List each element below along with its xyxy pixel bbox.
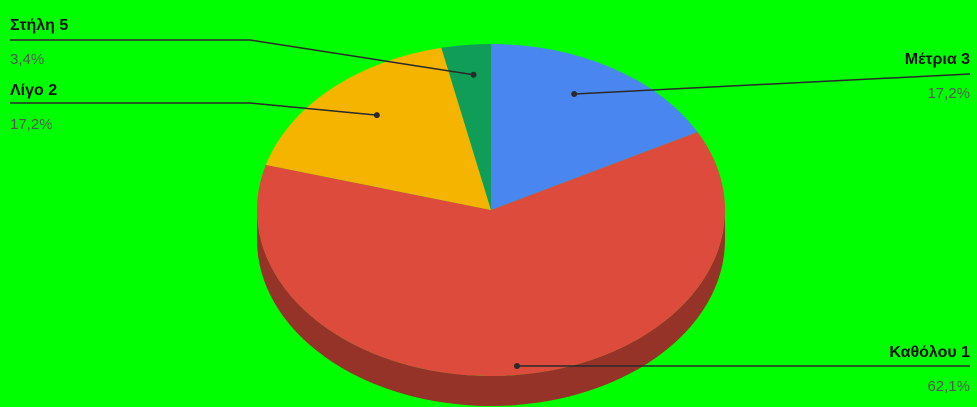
leader-dot-λίγο-2 [373, 112, 380, 119]
slice-percent-στήλη-5: 3,4% [10, 51, 44, 68]
pie-slice-στήλη-5 [441, 44, 491, 210]
pie-slice-λίγο-2 [265, 47, 491, 210]
slice-label-στήλη-5: Στήλη 5 [10, 17, 68, 34]
slice-percent-λίγο-2: 17,2% [10, 116, 53, 133]
slice-percent-καθόλου-1: 62,1% [927, 378, 970, 395]
slice-label-μέτρια-3: Μέτρια 3 [905, 51, 970, 68]
leader-line-λίγο-2 [10, 102, 377, 116]
slice-percent-μέτρια-3: 17,2% [927, 85, 970, 102]
pie-3d-side [257, 210, 725, 406]
pie-slices [257, 44, 725, 376]
leader-dot-καθόλου-1 [514, 363, 520, 369]
leader-line-στήλη-5 [10, 39, 474, 76]
pie-slice-καθόλου-1 [257, 132, 725, 376]
leader-line-μέτρια-3 [574, 73, 971, 95]
pie-slice-μέτρια-3 [491, 44, 698, 210]
leader-dot-στήλη-5 [470, 71, 477, 78]
pie-labels: Μέτρια 3 17,2% Καθόλου 1 62,1% Λίγο 2 17,2% Στ… [10, 17, 970, 395]
slice-label-λίγο-2: Λίγο 2 [10, 82, 57, 99]
pie-side-καθόλου-1 [257, 210, 725, 406]
leader-dot-μέτρια-3 [571, 90, 578, 97]
slice-label-καθόλου-1: Καθόλου 1 [889, 344, 970, 361]
